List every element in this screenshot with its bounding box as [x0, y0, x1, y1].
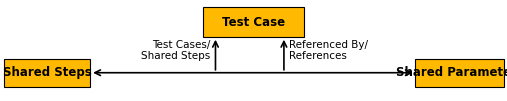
FancyBboxPatch shape [416, 59, 504, 87]
Text: Test Cases/
Shared Steps: Test Cases/ Shared Steps [141, 40, 210, 61]
Text: Test Case: Test Case [222, 16, 285, 29]
Text: Shared Steps: Shared Steps [3, 66, 92, 79]
Text: Shared Parameters: Shared Parameters [396, 66, 507, 79]
FancyBboxPatch shape [4, 59, 90, 87]
Text: Referenced By/
References: Referenced By/ References [289, 40, 368, 61]
FancyBboxPatch shape [203, 7, 304, 37]
